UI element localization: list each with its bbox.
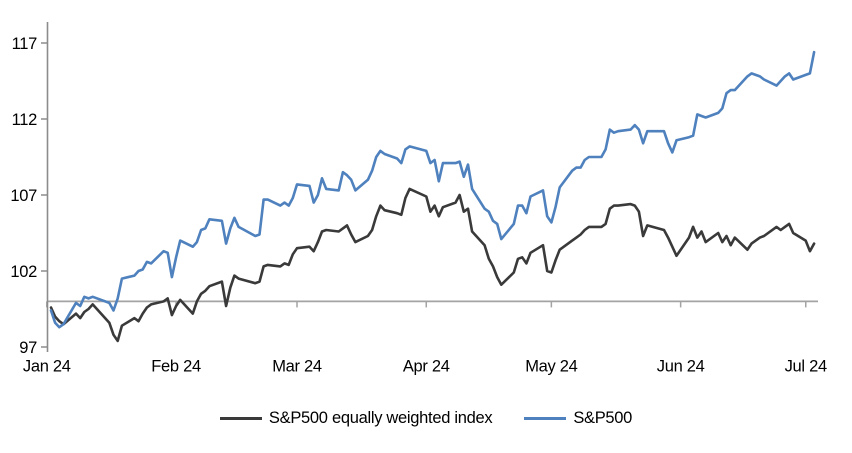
x-tick-label: Jul 24 [785, 358, 827, 376]
x-tick-label: Jun 24 [657, 358, 705, 376]
series-line-sp500 [49, 50, 816, 329]
legend-line-swatch-equal-weight [219, 417, 262, 420]
x-tick-label: Jan 24 [23, 358, 71, 376]
y-tick-label: 97 [19, 339, 37, 357]
x-tick-label: Feb 24 [151, 358, 201, 376]
x-tick-label: May 24 [525, 358, 577, 376]
x-tick-label: Apr 24 [403, 358, 450, 376]
y-tick-label: 107 [10, 187, 37, 205]
legend-line-swatch-sp500 [524, 417, 567, 420]
y-tick-label: 117 [12, 35, 38, 53]
legend-label-sp500: S&P500 [573, 409, 633, 427]
chart-legend: S&P500 equally weighted index S&P500 [0, 409, 852, 428]
series-line-equal-weight [49, 187, 816, 343]
legend-item-sp500: S&P500 [524, 409, 632, 428]
legend-label-equal-weight: S&P500 equally weighted index [268, 409, 493, 427]
legend-item-equal-weight: S&P500 equally weighted index [219, 409, 493, 428]
y-tick-label: 112 [12, 111, 38, 129]
y-tick-label: 102 [10, 263, 37, 281]
x-tick-label: Mar 24 [272, 358, 322, 376]
